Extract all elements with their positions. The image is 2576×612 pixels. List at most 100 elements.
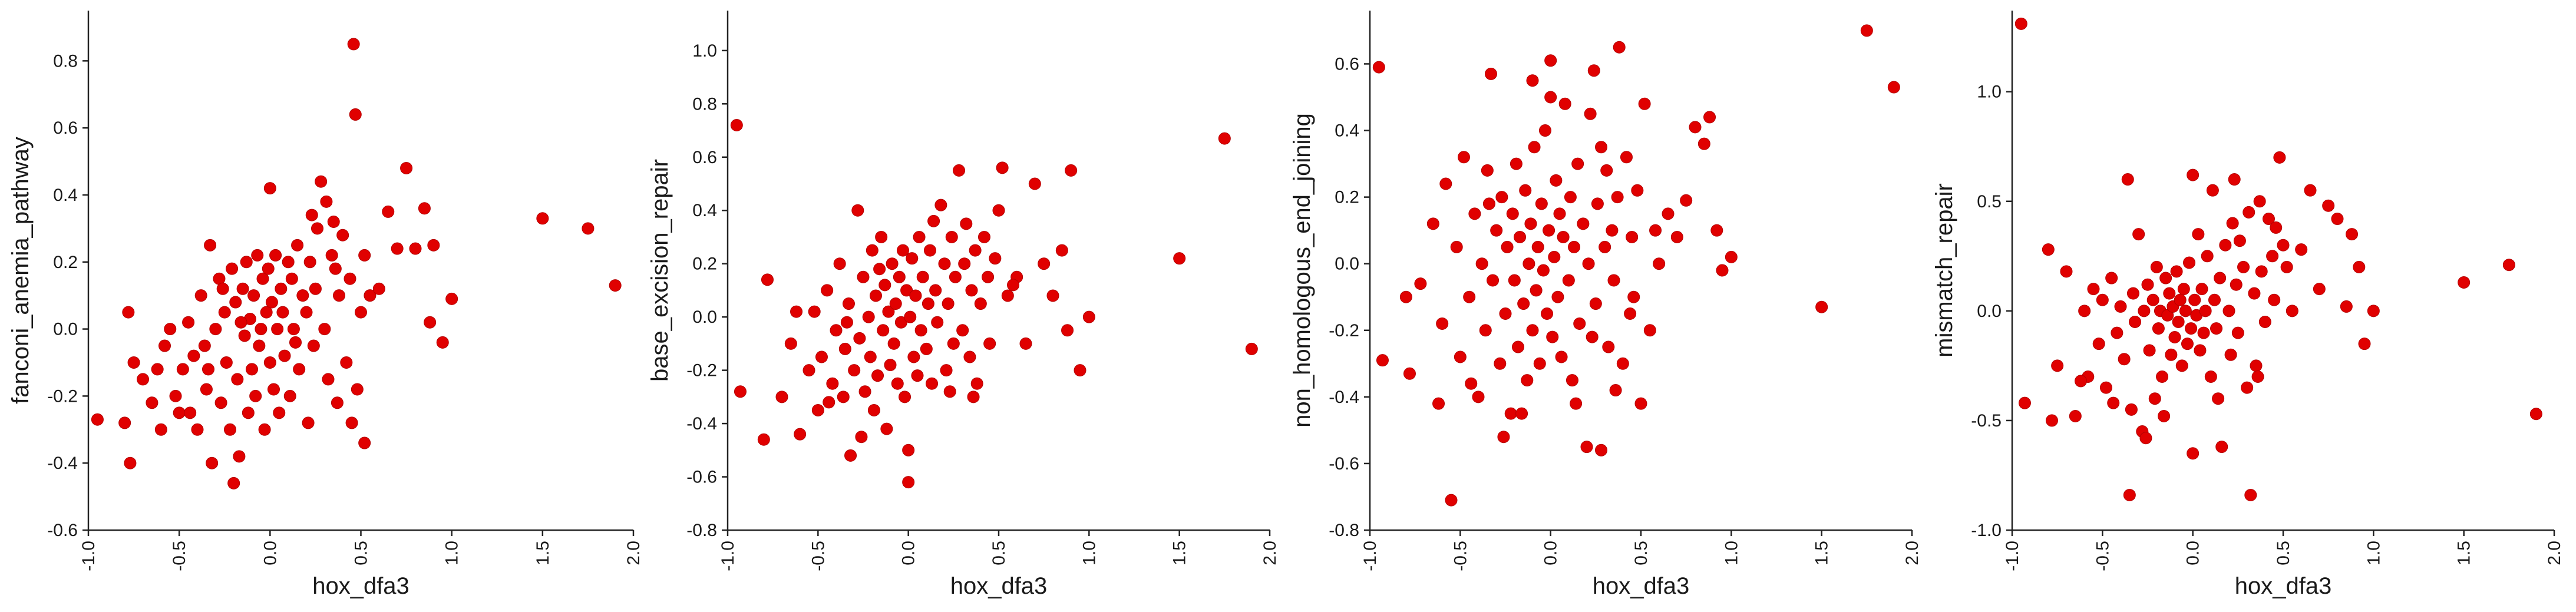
x-axis-label: hox_dfa3	[312, 573, 409, 599]
data-point	[907, 350, 920, 363]
data-point	[851, 204, 864, 217]
data-point	[2105, 272, 2118, 285]
data-point	[1465, 377, 1478, 390]
data-point	[2277, 239, 2290, 252]
data-point	[260, 306, 273, 319]
data-point	[2201, 250, 2214, 263]
data-point	[2163, 287, 2176, 300]
data-point	[2250, 359, 2263, 372]
data-point	[287, 323, 300, 336]
y-tick-label: -0.8	[686, 521, 717, 540]
data-point	[1626, 230, 1639, 243]
data-point	[958, 257, 971, 270]
data-point	[920, 342, 933, 355]
data-point	[2224, 348, 2237, 361]
data-point	[2165, 348, 2178, 361]
data-point	[956, 324, 969, 337]
data-point	[1546, 330, 1559, 343]
data-point	[934, 199, 947, 211]
data-point	[1564, 191, 1577, 204]
x-tick-label: 2.0	[2545, 541, 2564, 565]
x-tick-label: 1.5	[1812, 541, 1832, 565]
data-point	[882, 305, 895, 318]
y-tick-label: -0.5	[1971, 411, 2002, 431]
data-point	[2266, 250, 2279, 263]
data-point	[258, 423, 271, 436]
y-tick-label: 0.4	[53, 186, 78, 205]
data-point	[1245, 342, 1258, 355]
data-point	[91, 413, 104, 426]
data-point	[1436, 317, 1449, 330]
data-point	[2141, 278, 2154, 291]
data-point	[227, 477, 240, 489]
data-point	[963, 350, 976, 363]
data-point	[2248, 287, 2261, 300]
data-point	[1426, 217, 1439, 230]
data-point	[146, 396, 158, 409]
data-point	[198, 339, 211, 352]
data-point	[226, 262, 239, 275]
data-point	[2194, 344, 2207, 357]
data-point	[844, 449, 857, 462]
data-point	[303, 256, 316, 269]
y-tick-label: 0.0	[53, 320, 78, 339]
data-point	[808, 305, 821, 318]
x-tick-label: -1.0	[718, 541, 738, 571]
data-point	[391, 242, 404, 255]
x-tick-label: 1.5	[533, 541, 553, 565]
data-point	[923, 244, 936, 257]
data-point	[249, 389, 262, 402]
data-point	[982, 270, 995, 283]
data-point	[1523, 257, 1535, 270]
data-point	[1001, 289, 1014, 302]
x-tick-label: 1.0	[442, 541, 462, 565]
data-point	[318, 323, 331, 336]
data-point	[1562, 274, 1575, 287]
data-point	[236, 282, 249, 295]
data-point	[943, 385, 956, 398]
x-tick-label: 1.5	[2455, 541, 2474, 565]
data-point	[2159, 272, 2172, 285]
data-point	[837, 391, 850, 403]
data-point	[247, 289, 260, 302]
data-point	[1555, 350, 1568, 363]
data-point	[300, 306, 313, 319]
data-point	[1616, 357, 1629, 370]
data-point	[879, 279, 891, 292]
data-point	[857, 270, 870, 283]
data-point	[2199, 305, 2212, 317]
data-point	[1703, 111, 1716, 124]
data-point	[1475, 257, 1488, 270]
y-tick-label: 0.6	[53, 118, 78, 138]
data-point	[1570, 397, 1583, 410]
x-tick-label: 2.0	[1260, 541, 1280, 565]
y-tick-label: 0.0	[1335, 254, 1359, 274]
data-point	[1602, 340, 1615, 353]
x-tick-label: 0.5	[352, 541, 371, 565]
data-point	[2231, 326, 2244, 339]
data-point	[1584, 107, 1597, 120]
data-point	[826, 377, 839, 390]
data-point	[1680, 194, 1693, 207]
data-point	[2148, 392, 2161, 405]
data-point	[349, 108, 362, 121]
data-point	[916, 270, 929, 283]
data-point	[231, 373, 244, 386]
data-point	[2126, 287, 2139, 300]
data-point	[1599, 240, 1611, 253]
x-tick-label: -1.0	[79, 541, 98, 571]
data-point	[902, 444, 915, 456]
data-point	[364, 289, 377, 302]
x-tick-label: 0.5	[2274, 541, 2293, 565]
data-point	[1028, 177, 1041, 190]
data-point	[263, 356, 276, 369]
data-point	[953, 164, 966, 177]
data-point	[945, 230, 958, 243]
data-point	[1860, 24, 1873, 37]
data-point	[2255, 265, 2268, 278]
y-tick-label: 0.2	[53, 253, 78, 272]
data-point	[909, 289, 922, 302]
data-point	[887, 337, 900, 350]
data-point	[2138, 305, 2151, 317]
data-point	[2183, 256, 2196, 269]
